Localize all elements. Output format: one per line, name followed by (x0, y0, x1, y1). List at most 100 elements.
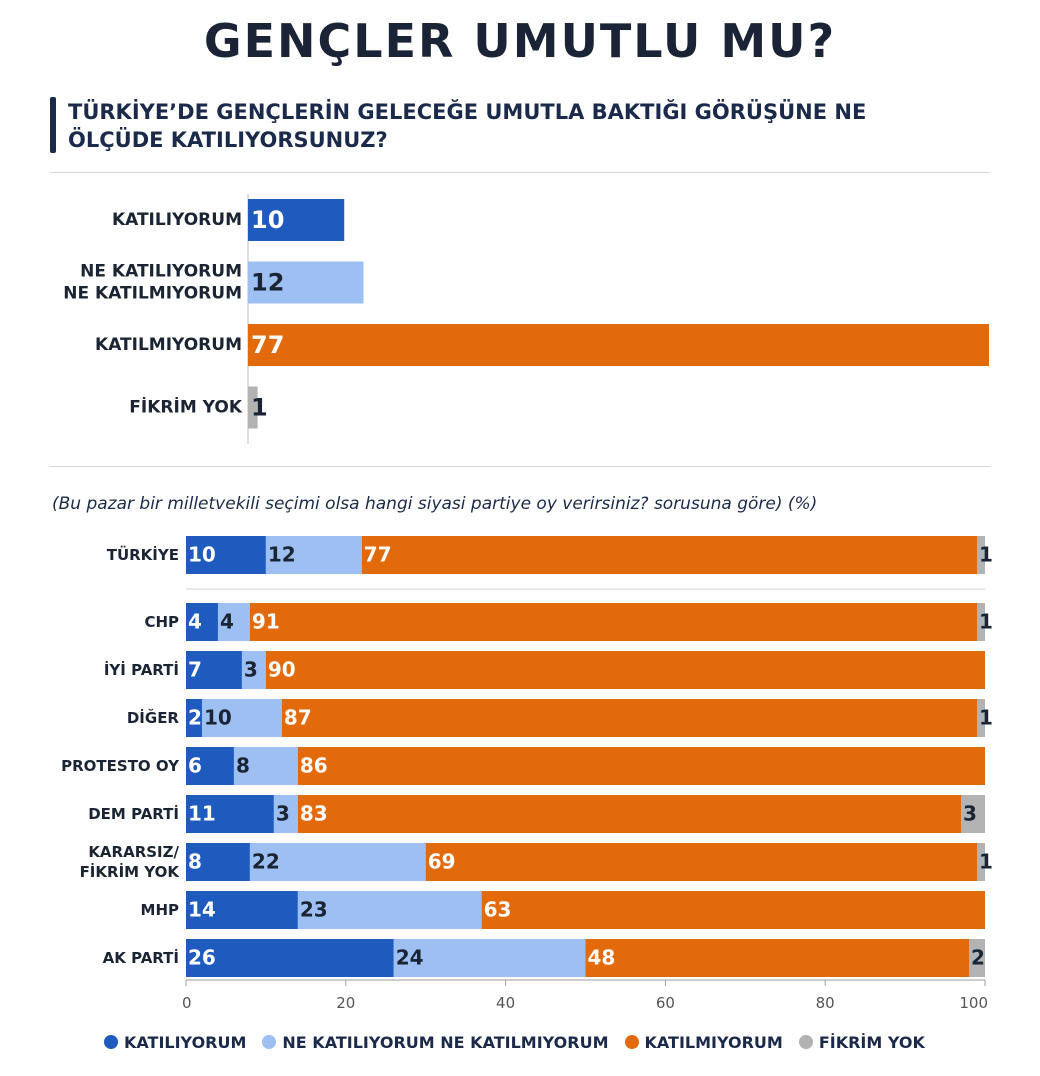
chart1-value-label-katilmiyorum: 77 (251, 331, 284, 359)
chart2-category-label-kararsiz-fi-kri-m-yok: KARARSIZ/FİKRİM YOK (80, 843, 181, 881)
legend-swatch-fikrim-yok (798, 1035, 813, 1049)
chart2-x-tick-label-40: 40 (496, 994, 515, 1012)
chart1-bar-fi-kri-m-yok (248, 386, 258, 429)
chart2-value-label-chp-katiliyorum: 4 (188, 610, 202, 634)
chart2-bar-di-ğer-katilmiyorum (281, 699, 978, 737)
chart2-bar-i-yi-parti-katiliyorum (186, 651, 242, 689)
chart2-value-label-dem-parti-katiliyorum: 11 (188, 802, 216, 826)
chart2-value-label-mhp-katiliyorum: 14 (188, 898, 216, 922)
chart2-category-label-chp: CHP (144, 613, 179, 631)
chart2-category-label-protesto-oy: PROTESTO OY (61, 757, 180, 775)
chart2-value-label-chp-katilmiyorum: 91 (252, 610, 280, 634)
chart2-value-label-türki-ye-katilmiyorum: 77 (364, 543, 392, 567)
chart2-value-label-kararsiz-fi-kri-m-yok-katiliyorum: 8 (188, 850, 202, 874)
chart2-value-label-mhp-katilmiyorum: 63 (484, 898, 512, 922)
page-title: GENÇLER UMUTLU MU? (203, 14, 837, 68)
legend-item-fikrim-yok: FİKRİM YOK (798, 1032, 925, 1052)
chart2-category-label-dem-parti: DEM PARTİ (88, 804, 179, 823)
legend-item-katiliyorum: KATILIYORUM (104, 1033, 246, 1052)
chart2-value-label-ak-parti-katilmiyorum: 48 (588, 946, 616, 970)
chart1-category-label-katilmiyorum: KATILMIYORUM (95, 335, 242, 355)
chart2-bar-i-yi-parti-ne-katiliyorum-ne-katilmiyorum (241, 651, 266, 689)
chart1-bar-katiliyorum (248, 199, 345, 241)
chart2-bar-ak-parti-ne-katiliyorum-ne-katilmiyorum (393, 939, 586, 977)
question-text: TÜRKİYE’DE GENÇLERİN GELECEĞE UMUTLA BAK… (68, 100, 867, 152)
chart2-value-label-protesto-oy-ne-katiliyorum-ne-katilmiyorum: 8 (236, 754, 250, 778)
chart2-x-tick-label-60: 60 (656, 994, 675, 1012)
chart2-bar-türki-ye-ne-katiliyorum-ne-katilmiyorum (265, 536, 362, 574)
divider-top (50, 172, 990, 173)
chart2-x-tick-label-100: 100 (959, 994, 988, 1012)
chart1-category-label-katiliyorum: KATILIYORUM (112, 210, 242, 230)
legend-swatch-ne-ne (262, 1035, 277, 1049)
chart2-bar-dem-parti-katiliyorum (186, 795, 274, 833)
chart2-category-label-mhp: MHP (141, 901, 179, 919)
chart2-value-label-dem-parti-fi-kri-m-yok: 3 (963, 802, 977, 826)
chart2-bar-chp-ne-katiliyorum-ne-katilmiyorum (217, 603, 250, 641)
divider-middle (50, 466, 990, 467)
chart2-category-label-türki-ye: TÜRKİYE (107, 545, 179, 564)
chart2-bar-ak-parti-fi-kri-m-yok (969, 939, 985, 977)
chart2-bar-protesto-oy-katiliyorum (186, 747, 234, 785)
legend-label-fikrim-yok: FİKRİM YOK (818, 1032, 925, 1052)
chart2-bar-di-ğer-katiliyorum (186, 699, 202, 737)
legend: KATILIYORUM NE KATILIYORUM NE KATILMIYOR… (104, 1030, 925, 1054)
chart2-value-label-kararsiz-fi-kri-m-yok-ne-katiliyorum-ne-katilmiyorum: 22 (252, 850, 280, 874)
legend-label-ne-ne: NE KATILIYORUM NE KATILMIYORUM (282, 1032, 609, 1052)
chart2-bar-türki-ye-katilmiyorum (361, 536, 978, 574)
chart2-x-tick-label-80: 80 (816, 994, 835, 1012)
chart1-value-label-ne-katiliyorum-ne-katilmiyorum: 12 (251, 269, 284, 297)
chart2-category-label-di-ğer: DİĞER (127, 708, 180, 727)
chart2-x-tick-label-20: 20 (336, 994, 355, 1012)
chart2-bar-kararsiz-fi-kri-m-yok-katilmiyorum (425, 843, 978, 881)
chart2-x-tick-label-0: 0 (182, 994, 192, 1012)
chart2-bar-mhp-katiliyorum (186, 891, 298, 929)
chart2-bar-ak-parti-katiliyorum (186, 939, 394, 977)
chart2-bar-kararsiz-fi-kri-m-yok-fi-kri-m-yok (977, 843, 985, 881)
chart2-value-label-ak-parti-fi-kri-m-yok: 2 (971, 946, 985, 970)
chart2-bar-mhp-ne-katiliyorum-ne-katilmiyorum (297, 891, 482, 929)
chart2-bar-türki-ye-fi-kri-m-yok (977, 536, 985, 574)
legend-label-katilmiyorum: KATILMIYORUM (644, 1032, 783, 1052)
chart2-value-label-i-yi-parti-katiliyorum: 7 (188, 658, 202, 682)
legend-swatch-katiliyorum (104, 1035, 118, 1049)
chart1-bar-ne-katiliyorum-ne-katilmiyorum (248, 261, 364, 304)
chart2-value-label-dem-parti-katilmiyorum: 83 (300, 802, 328, 826)
chart2-value-label-dem-parti-ne-katiliyorum-ne-katilmiyorum: 3 (276, 802, 290, 826)
legend-swatch-katilmiyorum (624, 1035, 639, 1049)
chart2-bar-chp-katiliyorum (186, 603, 218, 641)
chart1-category-label-ne-katiliyorum-ne-katilmiyorum: NE KATILIYORUM NE KATILMIYORUM (63, 262, 242, 304)
chart2-value-label-di-ğer-katilmiyorum: 87 (284, 706, 312, 730)
chart2-value-label-mhp-ne-katiliyorum-ne-katilmiyorum: 23 (300, 898, 328, 922)
chart1-bar-katilmiyorum (248, 324, 989, 366)
chart2-value-label-di-ğer-katiliyorum: 2 (188, 706, 202, 730)
chart2-bar-türki-ye-katiliyorum (186, 536, 266, 574)
chart2-category-label-i-yi-parti: İYİ PARTİ (104, 660, 179, 679)
chart2-value-label-di-ğer-ne-katiliyorum-ne-katilmiyorum: 10 (204, 706, 232, 730)
chart2-value-label-chp-fi-kri-m-yok: 1 (979, 610, 993, 634)
chart1-value-label-katiliyorum: 10 (251, 206, 284, 234)
chart2-bar-dem-parti-ne-katiliyorum-ne-katilmiyorum (273, 795, 298, 833)
chart2-category-label-ak-parti: AK PARTİ (103, 948, 179, 967)
legend-item-katilmiyorum: KATILMIYORUM (624, 1032, 783, 1052)
legend-label-katiliyorum: KATILIYORUM (124, 1032, 247, 1052)
chart2-bar-mhp-katilmiyorum (481, 891, 985, 929)
chart2-value-label-ak-parti-ne-katiliyorum-ne-katilmiyorum: 24 (396, 946, 424, 970)
chart2-bar-chp-katilmiyorum (249, 603, 978, 641)
chart2-bar-ak-parti-katilmiyorum (585, 939, 970, 977)
chart2-value-label-ak-parti-katiliyorum: 26 (188, 946, 216, 970)
chart2-value-label-türki-ye-katiliyorum: 10 (188, 543, 216, 567)
chart2-value-label-protesto-oy-katilmiyorum: 86 (300, 754, 328, 778)
chart2-bar-dem-parti-fi-kri-m-yok (961, 795, 985, 833)
question-accent-bar (50, 97, 56, 153)
chart2-bar-protesto-oy-ne-katiliyorum-ne-katilmiyorum (233, 747, 298, 785)
chart2-value-label-kararsiz-fi-kri-m-yok-katilmiyorum: 69 (428, 850, 456, 874)
chart2-bar-dem-parti-katilmiyorum (297, 795, 962, 833)
chart2-value-label-türki-ye-ne-katiliyorum-ne-katilmiyorum: 12 (268, 543, 296, 567)
chart2-bar-chp-fi-kri-m-yok (977, 603, 985, 641)
chart1-value-label-fi-kri-m-yok: 1 (251, 394, 268, 422)
chart2-bar-protesto-oy-katilmiyorum (297, 747, 985, 785)
chart-note: (Bu pazar bir milletvekili seçimi olsa h… (52, 494, 818, 514)
chart2-value-label-chp-ne-katiliyorum-ne-katilmiyorum: 4 (220, 610, 234, 634)
